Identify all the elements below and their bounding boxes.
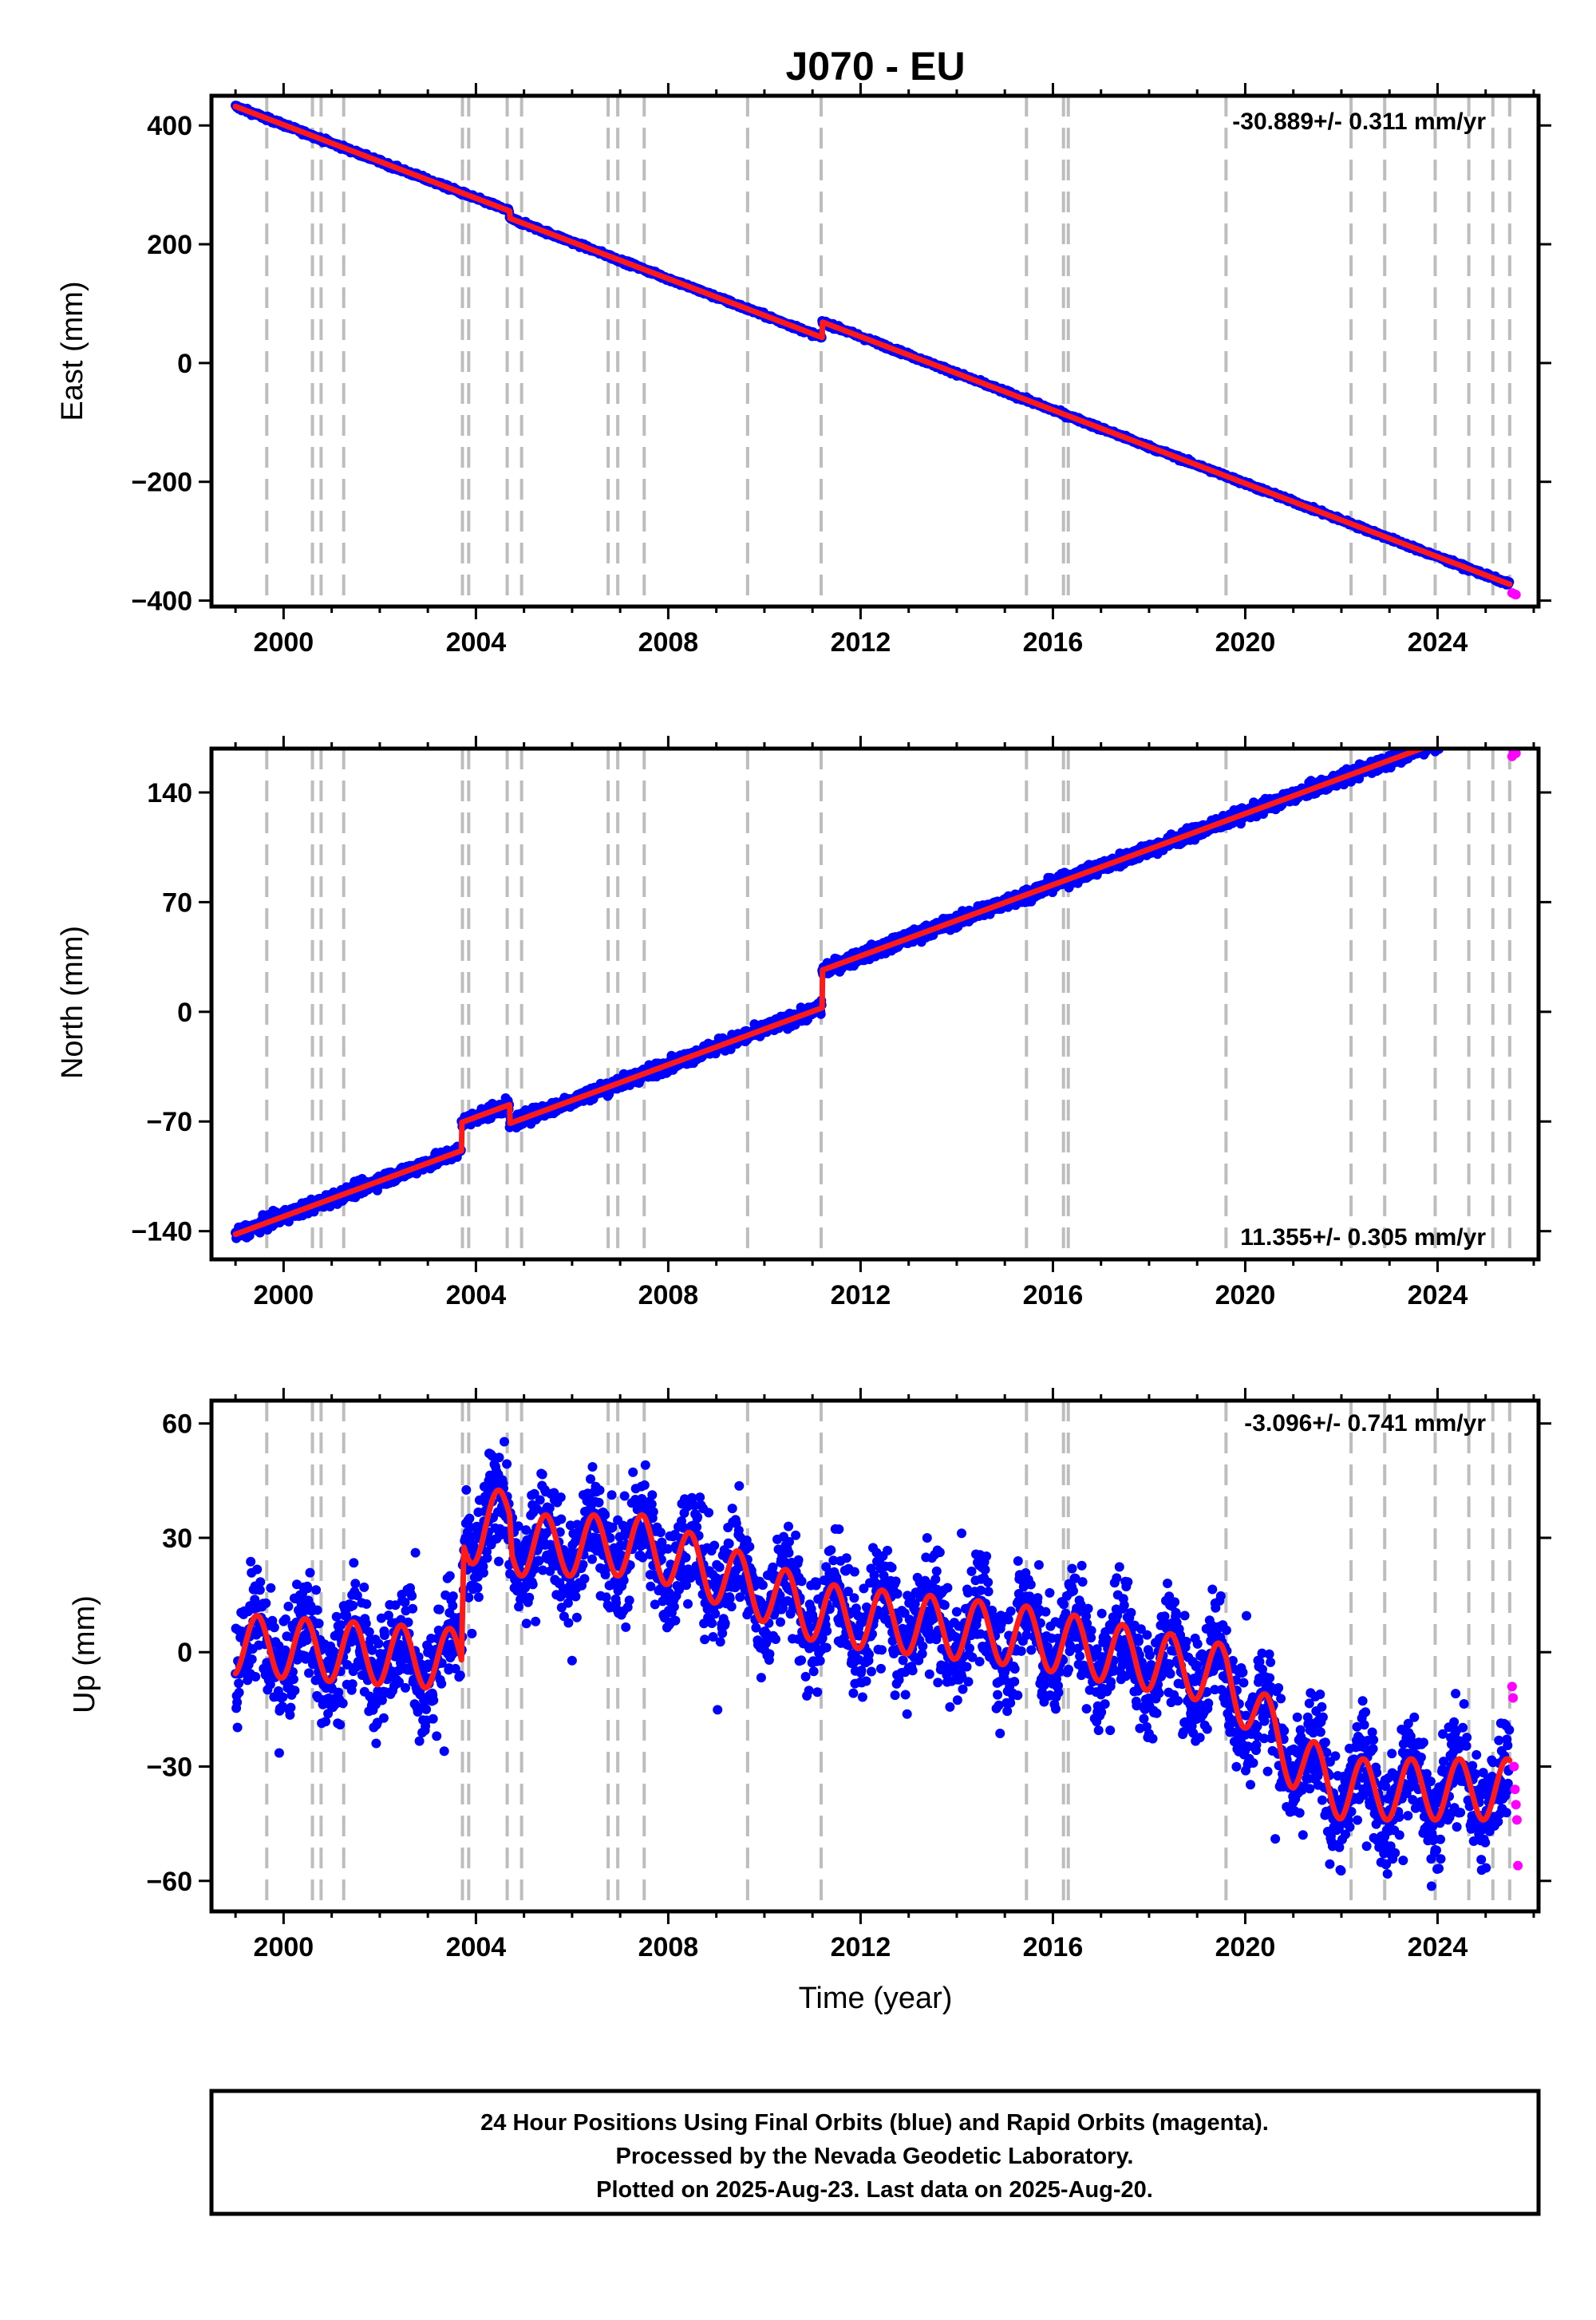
x-tick-label: 2016 bbox=[1023, 627, 1084, 658]
x-tick-label: 2020 bbox=[1215, 627, 1276, 658]
y-tick-label: −400 bbox=[131, 587, 192, 617]
figure-title: J070 - EU bbox=[785, 44, 965, 89]
y-tick-label: −200 bbox=[131, 468, 192, 498]
x-tick-label: 2012 bbox=[831, 627, 891, 658]
y-tick-label: 200 bbox=[147, 230, 192, 260]
east-rate-label: -30.889+/- 0.311 mm/yr bbox=[1232, 109, 1486, 135]
x-tick-label: 2008 bbox=[638, 627, 699, 658]
y-tick-label: 0 bbox=[177, 349, 192, 379]
y-tick-label: 400 bbox=[147, 111, 192, 141]
x-tick-label: 2004 bbox=[446, 627, 507, 658]
rapid-point bbox=[1511, 590, 1521, 599]
event-lines bbox=[267, 749, 1510, 1259]
x-tick-label: 2024 bbox=[1408, 627, 1468, 658]
east-axis-title: East (mm) bbox=[56, 281, 89, 421]
x-tick-label: 2000 bbox=[254, 627, 314, 658]
